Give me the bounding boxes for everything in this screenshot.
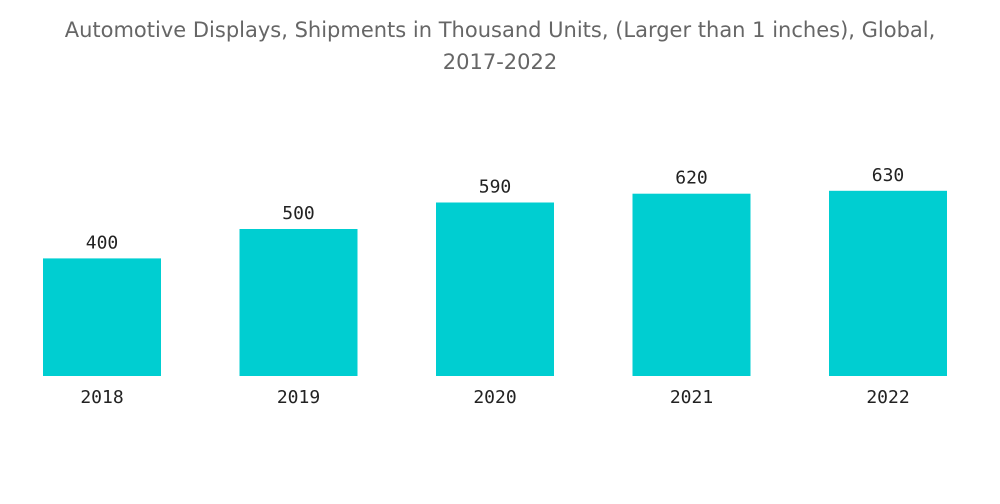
bar-2022 bbox=[829, 190, 947, 376]
bars-group bbox=[43, 190, 947, 376]
value-label-2019: 500 bbox=[282, 203, 315, 224]
chart-title-line-2: 2017-2022 bbox=[442, 50, 558, 74]
value-label-2020: 590 bbox=[479, 177, 512, 198]
value-label-2022: 630 bbox=[872, 165, 905, 186]
bar-2021 bbox=[632, 193, 751, 376]
category-label-2018: 2018 bbox=[80, 387, 123, 408]
category-labels-group: 2018 2019 2020 2021 2022 bbox=[80, 387, 909, 408]
value-label-2018: 400 bbox=[86, 232, 119, 253]
bar-2019 bbox=[239, 229, 358, 376]
category-label-2020: 2020 bbox=[473, 387, 516, 408]
chart-title: Automotive Displays, Shipments in Thousa… bbox=[0, 14, 1000, 78]
bar-2020 bbox=[436, 202, 554, 376]
value-label-2021: 620 bbox=[675, 168, 708, 189]
bar-2018 bbox=[43, 258, 161, 376]
value-labels-group: 400 500 590 620 630 bbox=[86, 165, 905, 254]
category-label-2019: 2019 bbox=[277, 387, 320, 408]
category-label-2021: 2021 bbox=[670, 387, 713, 408]
category-label-2022: 2022 bbox=[866, 387, 909, 408]
chart-title-line-1: Automotive Displays, Shipments in Thousa… bbox=[64, 18, 936, 42]
